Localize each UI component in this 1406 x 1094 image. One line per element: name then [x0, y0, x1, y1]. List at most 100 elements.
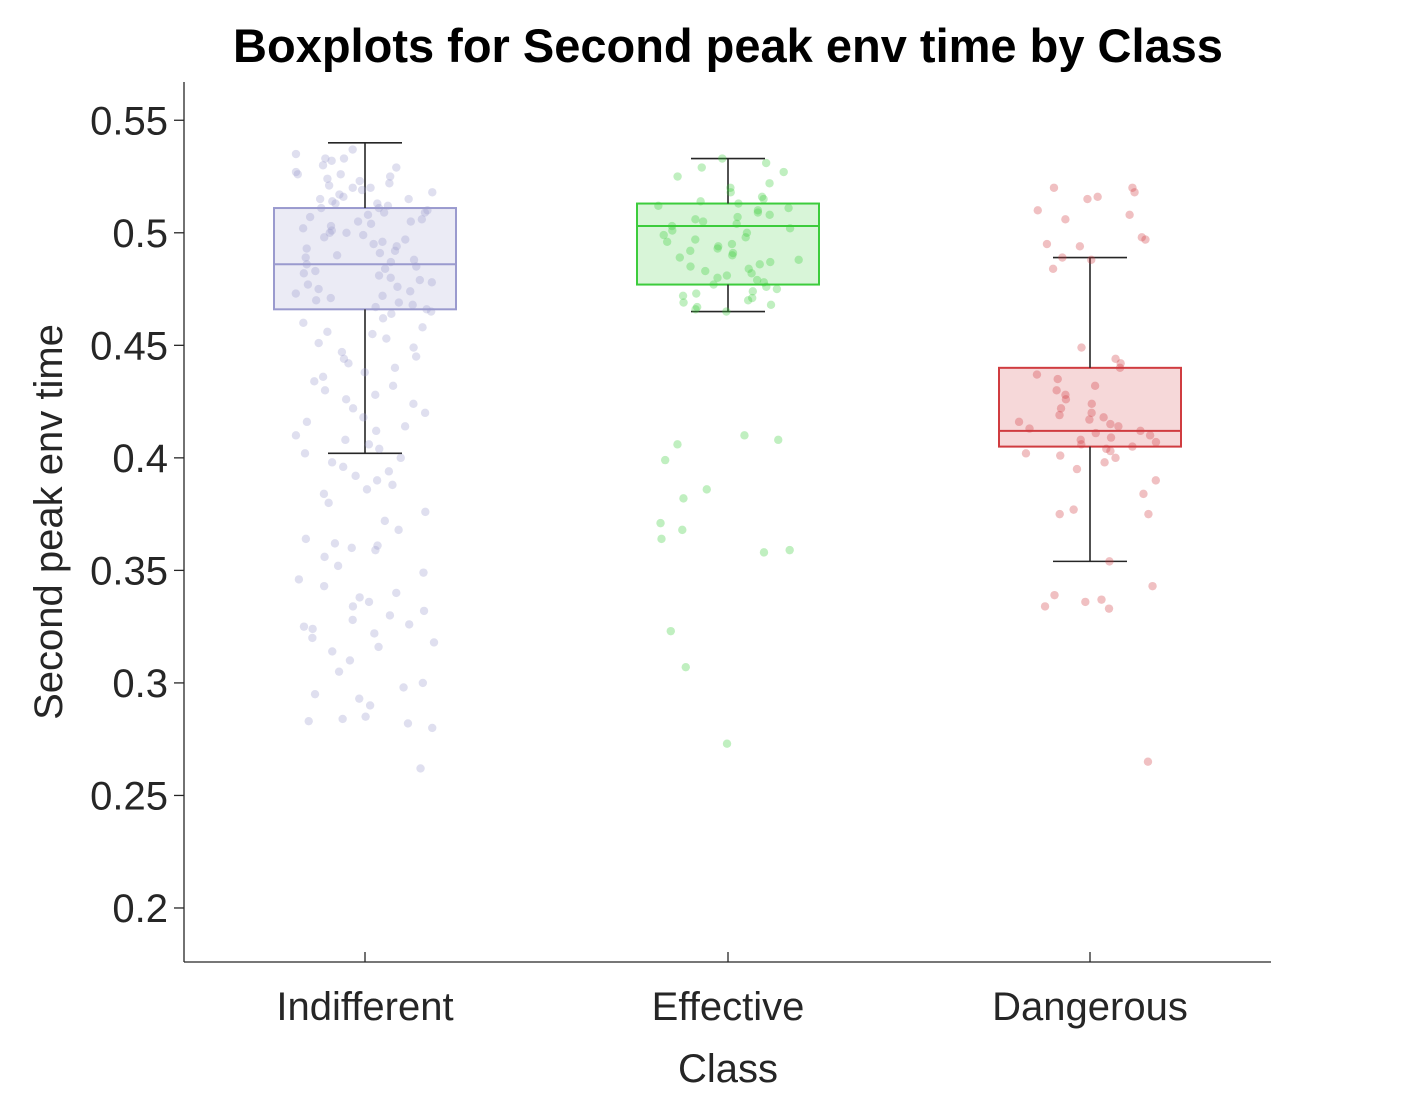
data-point: [362, 485, 372, 494]
data-point: [359, 230, 368, 240]
data-point: [761, 158, 771, 168]
data-point: [291, 149, 301, 159]
data-point: [390, 363, 400, 373]
data-point: [305, 212, 315, 222]
data-point: [426, 307, 436, 316]
data-point: [744, 264, 753, 274]
data-point: [308, 633, 317, 643]
x-tick-label: Dangerous: [992, 985, 1188, 1029]
data-point: [1021, 449, 1031, 458]
data-point: [709, 280, 718, 289]
data-point: [1055, 410, 1064, 420]
data-point: [722, 307, 731, 316]
data-point: [1093, 192, 1102, 201]
data-point: [1052, 386, 1061, 395]
data-point: [382, 334, 391, 343]
data-point: [762, 282, 771, 292]
data-point: [1128, 183, 1137, 192]
data-point: [1144, 509, 1153, 519]
data-point: [1151, 437, 1161, 447]
data-point: [338, 714, 347, 724]
data-point: [1025, 424, 1034, 433]
data-point: [404, 194, 413, 204]
data-point: [406, 287, 415, 296]
data-point: [1136, 426, 1145, 436]
box-group-dangerous: [998, 183, 1182, 766]
data-point: [1033, 206, 1042, 215]
data-point: [310, 377, 319, 386]
data-point: [1061, 215, 1070, 224]
data-point: [678, 525, 687, 535]
data-point: [374, 271, 384, 280]
data-point: [334, 667, 344, 676]
axes: 0.2 0.25 0.3 0.35 0.4 0.45 0.5 0.55 Indifferent E…: [90, 82, 1271, 1029]
data-point: [355, 593, 364, 602]
data-point: [697, 163, 706, 172]
data-point: [333, 561, 343, 571]
data-point: [718, 154, 727, 163]
data-point: [1055, 509, 1064, 519]
data-point: [299, 318, 308, 328]
data-point: [399, 683, 408, 692]
data-point: [1145, 431, 1155, 440]
data-point: [301, 253, 310, 262]
data-point: [714, 242, 723, 251]
data-point: [1056, 451, 1065, 460]
data-point: [698, 217, 708, 226]
data-point: [753, 206, 763, 215]
y-tick-label: 0.55: [90, 99, 168, 143]
data-point: [293, 170, 302, 179]
data-point: [1048, 264, 1058, 274]
data-point: [357, 185, 367, 195]
data-point: [378, 314, 388, 323]
y-axis-label: Second peak env time: [27, 324, 71, 720]
data-point: [304, 716, 313, 726]
data-point: [311, 296, 321, 305]
data-point: [387, 309, 396, 319]
data-point: [353, 217, 363, 226]
data-point: [363, 210, 373, 219]
data-point: [1042, 239, 1052, 249]
data-point: [1090, 381, 1100, 391]
data-point: [401, 235, 410, 244]
data-point: [341, 395, 351, 404]
data-point: [390, 246, 400, 255]
data-point: [371, 426, 381, 436]
data-point: [766, 257, 775, 267]
data-point: [386, 273, 395, 283]
data-point: [372, 476, 382, 485]
data-point: [361, 712, 370, 721]
data-point: [300, 449, 310, 458]
data-point: [675, 253, 685, 262]
data-point: [1143, 757, 1153, 766]
data-point: [385, 611, 395, 620]
data-point: [726, 183, 735, 192]
data-point: [696, 197, 705, 206]
box-group-effective: [636, 154, 820, 748]
data-point: [727, 239, 737, 249]
data-point: [392, 588, 401, 598]
data-point: [326, 293, 335, 303]
data-point: [1077, 343, 1086, 352]
data-point: [785, 545, 794, 555]
data-point: [355, 176, 364, 186]
data-point: [1106, 419, 1115, 429]
y-tick-label: 0.5: [112, 212, 168, 256]
data-point: [408, 300, 417, 310]
data-point: [1085, 415, 1094, 424]
data-point: [420, 208, 430, 217]
data-point: [1151, 476, 1161, 485]
data-point: [409, 343, 418, 352]
box-group-indifferent: [273, 141, 457, 773]
data-point: [314, 284, 323, 294]
data-point: [374, 642, 383, 652]
x-axis-label: Class: [678, 1047, 778, 1091]
y-tick-label: 0.25: [90, 774, 168, 818]
data-point: [303, 280, 313, 289]
data-point: [741, 233, 750, 242]
y-tick-label: 0.3: [112, 662, 168, 706]
data-point: [1148, 581, 1157, 591]
data-point: [324, 181, 334, 190]
data-point: [740, 431, 749, 440]
data-point: [657, 534, 666, 544]
